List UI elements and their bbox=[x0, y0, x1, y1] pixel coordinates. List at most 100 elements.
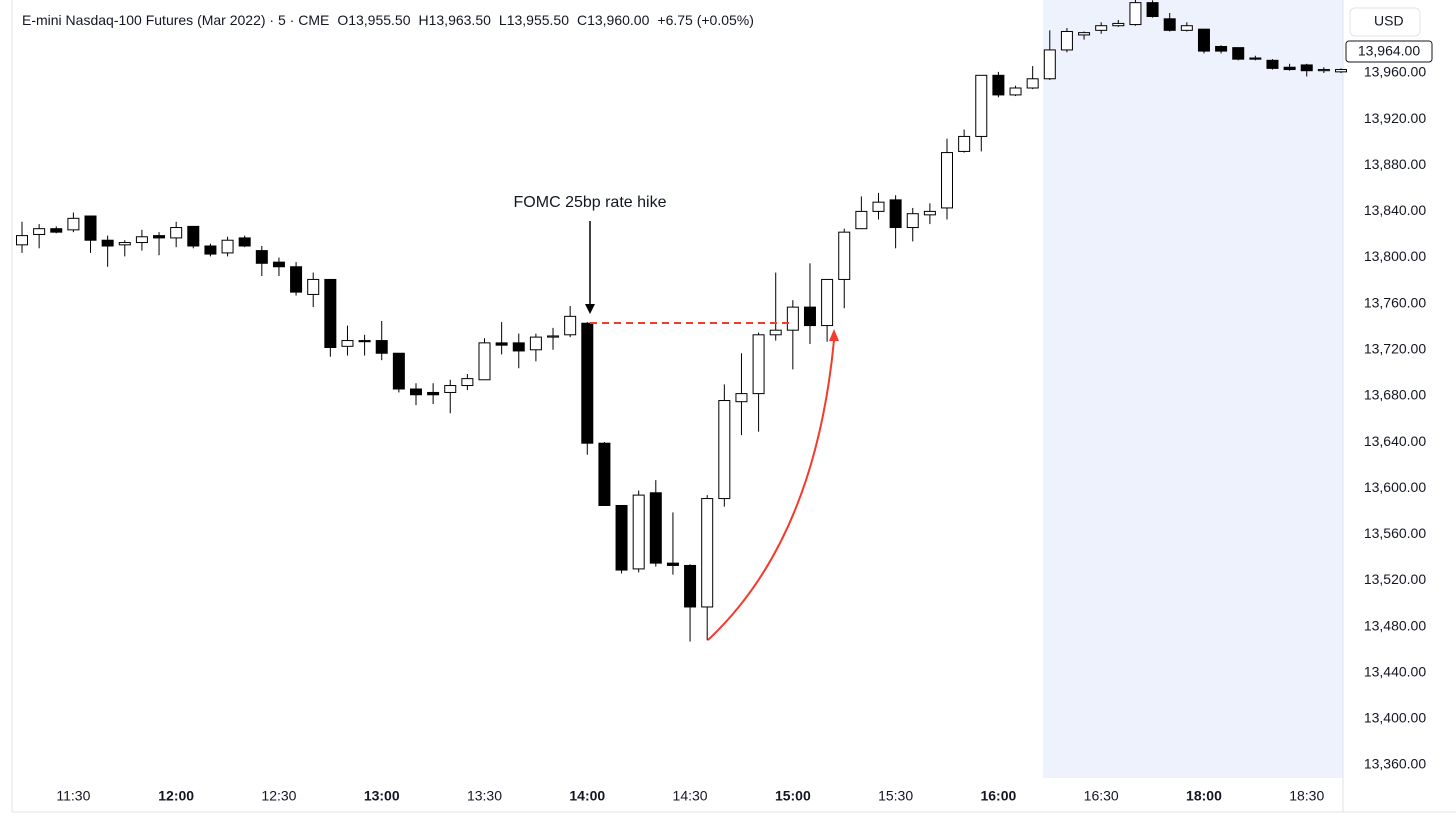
y-tick-label: 13,880.00 bbox=[1364, 156, 1426, 172]
candle-body bbox=[187, 225, 200, 247]
candle-body bbox=[1249, 57, 1262, 60]
candle-body bbox=[1197, 28, 1210, 52]
candle-body bbox=[872, 201, 885, 212]
candle-body bbox=[324, 278, 337, 348]
annotation: FOMC 25bp rate hike bbox=[514, 194, 667, 211]
y-tick-label: 13,920.00 bbox=[1364, 110, 1426, 126]
candle-body bbox=[204, 245, 217, 255]
candle-body bbox=[529, 336, 542, 351]
candle-body bbox=[735, 393, 748, 403]
axis-labels: 13,360.00 13,400.00 13,440.00 13,480.00 13,5… bbox=[56, 64, 1426, 804]
recovery-arrowhead bbox=[829, 329, 839, 341]
ohlc-close: C13,960.00 bbox=[576, 12, 650, 28]
candle-body bbox=[855, 210, 868, 230]
x-tick-label: 11:30 bbox=[56, 788, 90, 804]
y-tick-label: 13,440.00 bbox=[1364, 663, 1426, 679]
candle-body bbox=[1335, 69, 1347, 73]
candle-body bbox=[84, 215, 97, 241]
candle-body bbox=[512, 342, 525, 352]
x-tick-label: 16:30 bbox=[1084, 788, 1119, 804]
candle-body bbox=[1266, 59, 1279, 69]
candle-body bbox=[598, 442, 611, 506]
candle-body bbox=[16, 235, 28, 246]
y-tick-label: 13,480.00 bbox=[1364, 617, 1426, 633]
candle-body bbox=[221, 239, 234, 254]
recovery-arrow bbox=[707, 339, 835, 641]
candle-body bbox=[50, 228, 63, 233]
candle-body bbox=[889, 199, 902, 229]
candle-body bbox=[632, 494, 645, 570]
last-price-tag bbox=[1345, 40, 1433, 63]
candle-body bbox=[838, 231, 851, 280]
candle-body bbox=[718, 400, 731, 500]
y-tick-label: 13,960.00 bbox=[1364, 64, 1426, 80]
candle-body bbox=[1026, 78, 1039, 89]
candle-body bbox=[975, 74, 988, 137]
x-tick-label: 13:30 bbox=[467, 788, 502, 804]
y-tick-label: 13,400.00 bbox=[1364, 710, 1426, 726]
last-price-label: 13,964.00 bbox=[1358, 43, 1420, 59]
y-tick-label: 13,560.00 bbox=[1364, 525, 1426, 541]
candle-body bbox=[1129, 2, 1142, 26]
x-tick-label: 12:30 bbox=[261, 788, 296, 804]
candle-body bbox=[427, 391, 440, 396]
x-tick-label: 16:00 bbox=[980, 788, 1016, 804]
x-tick-label: 14:30 bbox=[673, 788, 708, 804]
y-tick-label: 13,360.00 bbox=[1364, 756, 1426, 772]
candle-body bbox=[1112, 22, 1125, 27]
candle-body bbox=[153, 235, 166, 239]
y-tick-label: 13,680.00 bbox=[1364, 387, 1426, 403]
candle-body bbox=[803, 306, 816, 327]
currency-label[interactable]: USD bbox=[1374, 13, 1404, 29]
candle-body bbox=[33, 228, 46, 235]
candles bbox=[16, 0, 1347, 642]
candle-body bbox=[615, 504, 628, 571]
y-tick-label: 13,760.00 bbox=[1364, 294, 1426, 310]
candle-body bbox=[341, 340, 354, 347]
x-tick-label: 12:00 bbox=[158, 788, 194, 804]
candle-body bbox=[1043, 49, 1056, 80]
x-tick-label: 15:30 bbox=[878, 788, 913, 804]
candle-body bbox=[1095, 25, 1108, 31]
y-tick-label: 13,840.00 bbox=[1364, 202, 1426, 218]
candle-body bbox=[666, 562, 679, 566]
candle-body bbox=[1163, 18, 1176, 31]
x-tick-label: 18:30 bbox=[1289, 788, 1324, 804]
candle-body bbox=[1009, 87, 1022, 96]
candle-body bbox=[821, 278, 834, 327]
candle-body bbox=[67, 217, 80, 231]
y-tick-label: 13,600.00 bbox=[1364, 479, 1426, 495]
candle-body bbox=[170, 227, 183, 239]
candle-body bbox=[392, 352, 405, 390]
ohlc-change: +6.75 (+0.05%) bbox=[657, 12, 754, 28]
currency-button[interactable] bbox=[1349, 7, 1421, 37]
candle-body bbox=[409, 388, 422, 396]
header: E-mini Nasdaq-100 Futures (Mar 2022) · 5… bbox=[22, 12, 762, 28]
candle-body bbox=[786, 306, 799, 331]
x-tick-label: 13:00 bbox=[364, 788, 400, 804]
candle-body bbox=[118, 242, 131, 246]
candle-body bbox=[906, 213, 919, 229]
extended-hours-shade bbox=[1043, 0, 1343, 778]
candle-body bbox=[1078, 32, 1091, 36]
candle-body bbox=[649, 492, 662, 564]
candle-body bbox=[255, 250, 268, 264]
x-tick-label: 14:00 bbox=[569, 788, 605, 804]
candle-body bbox=[581, 322, 594, 444]
symbol: E-mini Nasdaq-100 Futures (Mar 2022) · 5… bbox=[22, 12, 330, 28]
y-tick-label: 13,520.00 bbox=[1364, 571, 1426, 587]
x-tick-label: 18:00 bbox=[1186, 788, 1222, 804]
candle-body bbox=[1317, 69, 1330, 72]
candle-body bbox=[1180, 25, 1193, 31]
candle-body bbox=[238, 237, 251, 247]
candle-body bbox=[684, 564, 697, 608]
ohlc-open: O13,955.50 bbox=[337, 12, 411, 28]
candle-body bbox=[941, 152, 954, 209]
candle-body bbox=[923, 210, 936, 216]
candle-body bbox=[495, 342, 508, 346]
ohlc-high: H13,963.50 bbox=[418, 12, 491, 28]
candle-body bbox=[1215, 45, 1228, 52]
candle-body bbox=[564, 315, 577, 336]
